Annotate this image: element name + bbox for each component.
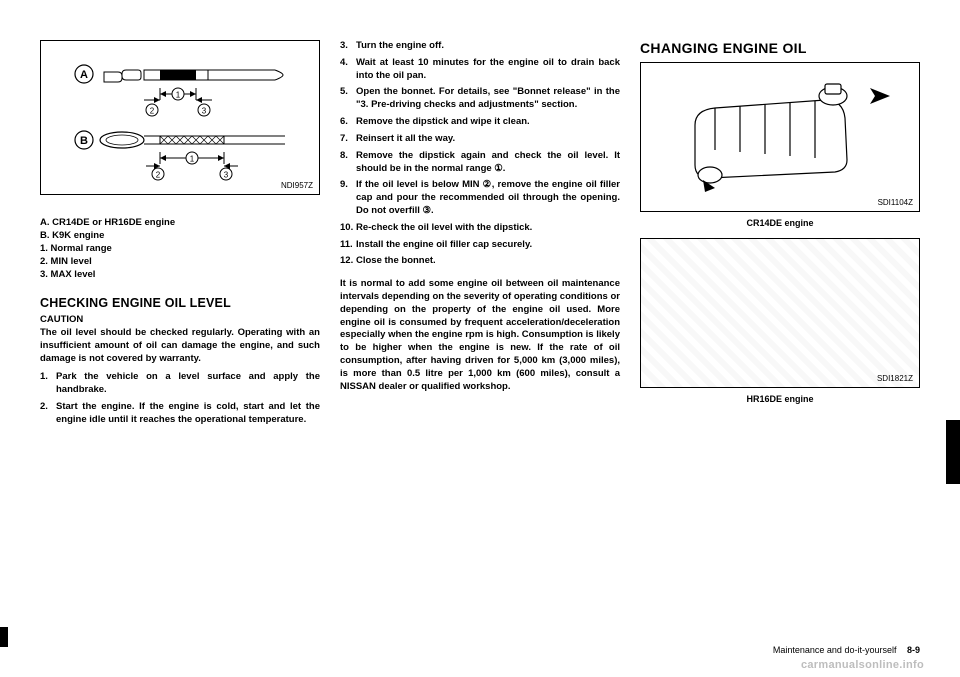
step-9: 9.If the oil level is below MIN ②, remov… <box>340 179 620 217</box>
svg-text:3: 3 <box>224 170 229 179</box>
checking-heading: CHECKING ENGINE OIL LEVEL <box>40 296 320 310</box>
legend-defs: A. CR14DE or HR16DE engine B. K9K engine… <box>40 215 320 282</box>
dipstick-svg: A 1 2 <box>60 48 300 188</box>
step-1: 1.Park the vehicle on a level surface an… <box>40 371 320 397</box>
svg-text:1: 1 <box>190 154 195 163</box>
step-8: 8.Remove the dipstick again and check th… <box>340 150 620 176</box>
engine-figure-hr16de: SDI1821Z <box>640 238 920 388</box>
footer-text: Maintenance and do-it-yourself <box>773 645 897 655</box>
svg-text:A: A <box>80 69 88 81</box>
changing-heading: CHANGING ENGINE OIL <box>640 40 920 56</box>
step-11: 11.Install the engine oil filler cap sec… <box>340 239 620 252</box>
page-footer: Maintenance and do-it-yourself 8-9 <box>773 645 920 655</box>
fig2-code: SDI1104Z <box>878 198 917 209</box>
def-a: A. CR14DE or HR16DE engine <box>40 217 320 228</box>
column-1: A 1 2 <box>40 40 320 431</box>
svg-text:1: 1 <box>176 90 181 99</box>
page-content: A 1 2 <box>0 0 960 431</box>
column-3: CHANGING ENGINE OIL SDI1104Z CR14DE engi… <box>640 40 920 431</box>
fig3-code: SDI1821Z <box>877 374 917 385</box>
def-2: 2. MIN level <box>40 256 320 267</box>
fig1-code: NDI957Z <box>281 181 317 192</box>
steps-col1: 1.Park the vehicle on a level surface an… <box>40 371 320 430</box>
step-10: 10.Re-check the oil level with the dipst… <box>340 222 620 235</box>
def-b: B. K9K engine <box>40 230 320 241</box>
step-12: 12.Close the bonnet. <box>340 255 620 268</box>
engine-figure-cr14de: SDI1104Z <box>640 62 920 212</box>
section-tab <box>946 420 960 484</box>
watermark: carmanualsonline.info <box>801 659 924 671</box>
svg-text:2: 2 <box>156 170 161 179</box>
step-5: 5.Open the bonnet. For details, see "Bon… <box>340 86 620 112</box>
fig2-label: CR14DE engine <box>640 218 920 228</box>
svg-text:2: 2 <box>150 106 155 115</box>
step-3: 3.Turn the engine off. <box>340 40 620 53</box>
column-2: 3.Turn the engine off. 4.Wait at least 1… <box>340 40 620 431</box>
dipstick-figure: A 1 2 <box>40 40 320 195</box>
left-edge-mark <box>0 627 8 647</box>
engine-svg <box>655 70 905 205</box>
steps-col2: 3.Turn the engine off. 4.Wait at least 1… <box>340 40 620 272</box>
def-1: 1. Normal range <box>40 243 320 254</box>
consumption-para: It is normal to add some engine oil betw… <box>340 278 620 393</box>
svg-text:B: B <box>80 135 88 147</box>
step-6: 6.Remove the dipstick and wipe it clean. <box>340 116 620 129</box>
svg-text:3: 3 <box>202 106 207 115</box>
caution-text: The oil level should be checked regularl… <box>40 327 320 365</box>
def-3: 3. MAX level <box>40 269 320 280</box>
step-4: 4.Wait at least 10 minutes for the engin… <box>340 57 620 83</box>
step-7: 7.Reinsert it all the way. <box>340 133 620 146</box>
page-number: 8-9 <box>907 645 920 655</box>
step-2: 2.Start the engine. If the engine is col… <box>40 401 320 427</box>
fig3-label: HR16DE engine <box>640 394 920 404</box>
caution-label: CAUTION <box>40 314 320 325</box>
